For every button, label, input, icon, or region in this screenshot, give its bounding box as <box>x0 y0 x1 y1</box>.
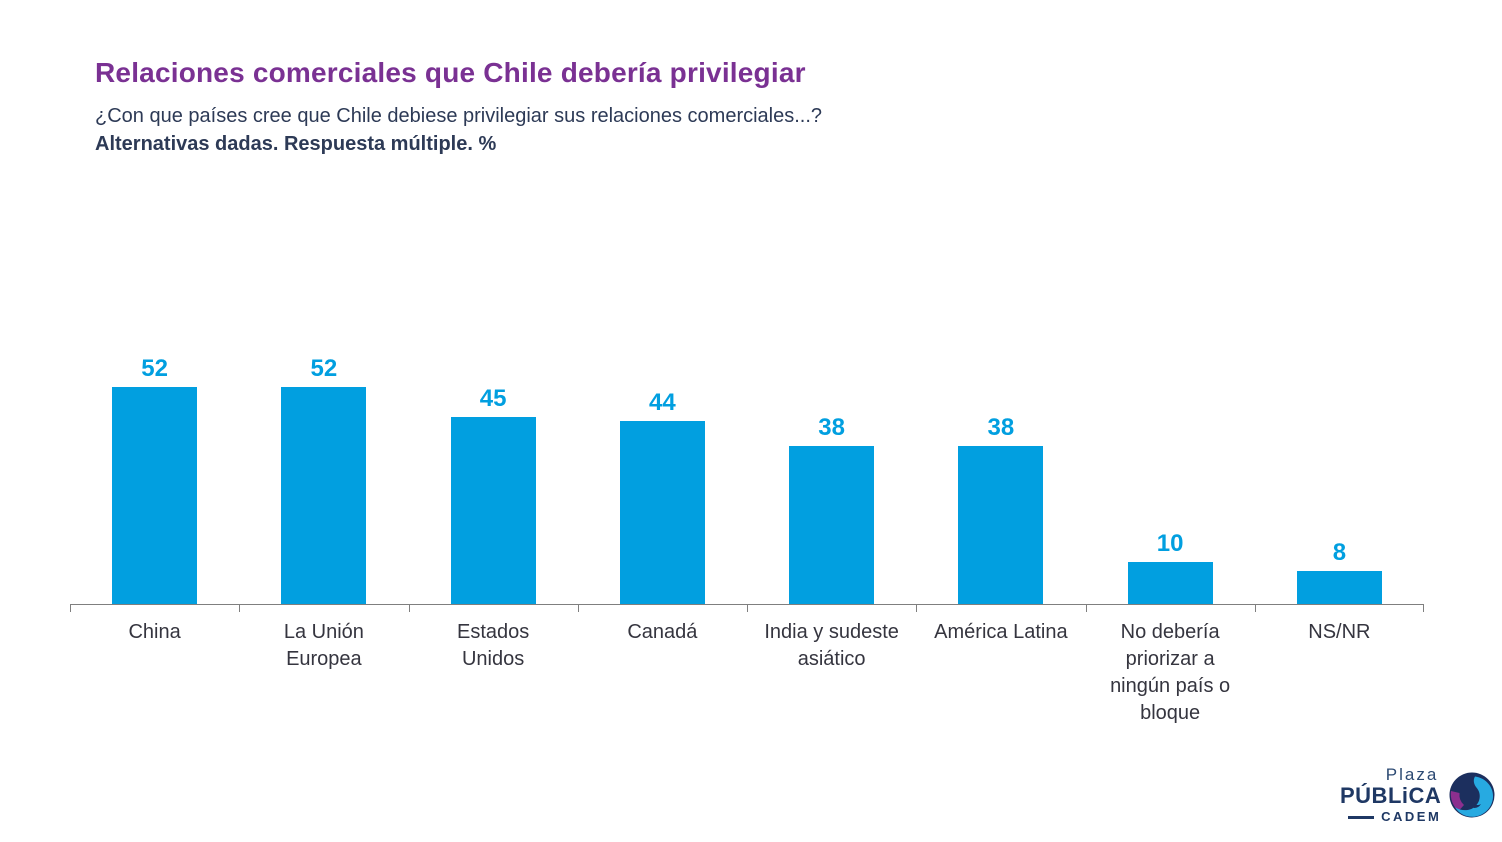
bar-column: 8 <box>1255 538 1424 604</box>
swirl-globe-icon <box>1449 772 1495 818</box>
bar-column: 38 <box>916 413 1085 604</box>
bar <box>789 445 875 604</box>
plot-area: 52 52 45 44 38 38 10 8 <box>70 354 1424 612</box>
x-tick-label: No debería priorizar a ningún país o blo… <box>1110 621 1231 724</box>
axis-tick <box>747 604 748 612</box>
bar-chart: 52 52 45 44 38 38 10 8 China La Unión Europea Est… <box>70 354 1424 727</box>
survey-question: ¿Con que países cree que Chile debiese p… <box>95 105 823 127</box>
bar <box>281 387 367 604</box>
axis-tick <box>916 604 918 612</box>
bar-column: 52 <box>239 357 408 604</box>
x-tick-label: Estados Unidos <box>456 621 530 670</box>
logo-divider-line <box>1348 815 1375 819</box>
axis-tick <box>1423 604 1424 612</box>
x-tick-label: La Unión Europea <box>283 621 364 670</box>
axis-tick <box>1254 604 1256 612</box>
axis-tick <box>408 604 410 612</box>
value-label: 10 <box>1156 530 1184 558</box>
bar-column: 52 <box>70 357 239 604</box>
brand-logo: Plaza PÚBLiCA CADEM <box>1340 766 1496 824</box>
logo-plaza-text: Plaza <box>1385 765 1439 784</box>
bar <box>450 416 536 604</box>
bar-column: 44 <box>578 388 747 604</box>
x-tick-label: Canadá <box>627 621 698 643</box>
x-axis-labels: China La Unión Europea Estados Unidos Canad… <box>70 605 1424 727</box>
value-label: 44 <box>649 388 676 416</box>
brand-logo-text: Plaza PÚBLiCA CADEM <box>1340 766 1441 824</box>
value-label: 38 <box>987 413 1015 441</box>
x-tick-label: India y sudeste asiático <box>764 621 899 670</box>
x-tick-label: América Latina <box>934 621 1068 643</box>
axis-tick <box>1085 604 1087 612</box>
value-label: 52 <box>310 355 338 383</box>
bar <box>619 420 705 604</box>
bar-column: 38 <box>747 413 916 604</box>
axis-tick <box>577 604 579 612</box>
logo-cadem-text: CADEM <box>1381 809 1442 824</box>
logo-cadem-row: CADEM <box>1348 810 1441 824</box>
value-label: 45 <box>479 384 507 412</box>
x-tick-label: NS/NR <box>1308 621 1371 643</box>
bar-column: 45 <box>409 384 578 604</box>
bar <box>112 387 198 604</box>
page-title: Relaciones comerciales que Chile debería… <box>95 57 806 88</box>
bar <box>1296 570 1382 604</box>
survey-note: Alternativas dadas. Respuesta múltiple. … <box>95 133 497 155</box>
axis-tick <box>239 604 241 612</box>
axis-tick <box>70 604 71 612</box>
bar <box>958 445 1044 604</box>
bar <box>1127 562 1213 604</box>
bar-column: 10 <box>1086 532 1255 604</box>
logo-publica-text: PÚBLiCA <box>1340 783 1442 808</box>
value-label: 8 <box>1332 538 1347 566</box>
value-label: 38 <box>818 413 845 441</box>
x-tick-label: China <box>128 621 181 643</box>
value-label: 52 <box>141 355 168 383</box>
